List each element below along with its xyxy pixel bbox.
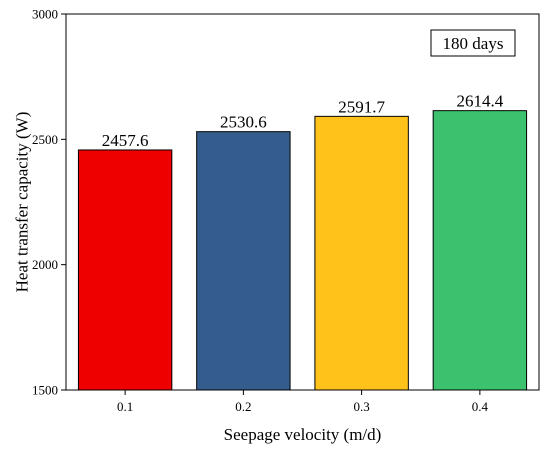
- plot-frame: [65, 13, 540, 391]
- bar-0.2: [196, 131, 291, 391]
- x-tick-label: 0.4: [472, 399, 489, 414]
- y-tick-label: 3000: [32, 7, 58, 22]
- y-axis-title: Heat transfer capacity (W): [13, 112, 32, 293]
- data-label-0.1: 2457.6: [102, 131, 149, 150]
- bar-0.1: [77, 149, 173, 391]
- x-axis-ticks: 0.1 0.2 0.3 0.4: [117, 390, 489, 414]
- bar-0.3: [314, 115, 409, 391]
- data-label-0.3: 2591.7: [338, 97, 385, 116]
- annotation-box: 180 days: [430, 29, 516, 57]
- x-tick-label: 0.3: [354, 399, 370, 414]
- annotation-text: 180 days: [443, 34, 504, 53]
- data-labels-layer: 2457.6 2530.6 2591.7 2614.4: [102, 92, 504, 150]
- x-tick-label: 0.1: [117, 399, 133, 414]
- x-tick-label: 0.2: [235, 399, 251, 414]
- bars-layer: [77, 110, 528, 391]
- y-tick-label: 2500: [32, 132, 58, 147]
- y-axis-ticks: 1500 2000 2500 3000: [32, 7, 66, 398]
- annotation-frame: [430, 29, 516, 57]
- y-tick-label: 1500: [32, 383, 58, 398]
- bar-0.4: [432, 110, 528, 391]
- y-tick-label: 2000: [32, 257, 58, 272]
- x-axis-title: Seepage velocity (m/d): [224, 425, 382, 444]
- data-label-0.2: 2530.6: [220, 113, 267, 132]
- data-label-0.4: 2614.4: [457, 92, 504, 111]
